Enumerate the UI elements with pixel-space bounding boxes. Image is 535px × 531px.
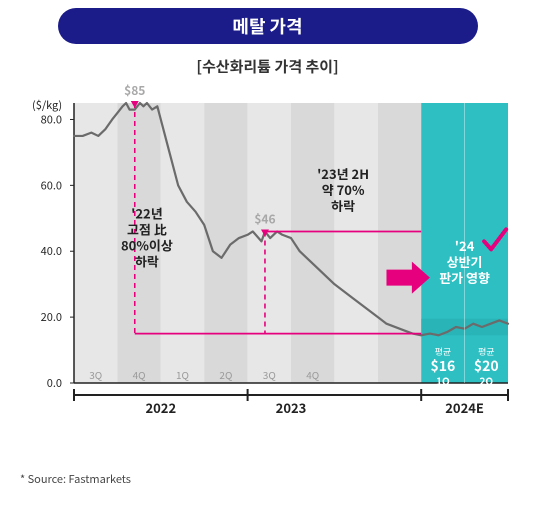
y-tick-label: 20.0 (40, 309, 61, 325)
chart-band (334, 103, 377, 383)
chart-band (247, 103, 290, 383)
quarter-label: 4Q (132, 367, 145, 382)
y-tick-label: 40.0 (40, 243, 61, 259)
page-title: 메탈 가격 (58, 8, 478, 44)
y-tick-label: 60.0 (40, 177, 61, 193)
marker-label: $85 (124, 83, 145, 99)
chart-subtitle: [수산화리튬 가격 추이] (0, 56, 535, 77)
annotation-text: 하락 (331, 196, 355, 215)
chart-band (74, 103, 117, 383)
year-label: 2023 (275, 398, 306, 417)
year-label: 2022 (145, 398, 176, 417)
forecast-quarter: 1Q (436, 373, 450, 388)
quarter-label: 3Q (89, 367, 102, 382)
y-tick-label: 0.0 (46, 375, 61, 391)
annotation-text: 하락 (134, 251, 158, 270)
quarter-label: 3Q (262, 367, 275, 382)
marker-label: $46 (254, 210, 275, 227)
quarter-label: 4Q (306, 367, 319, 382)
chart-svg: 0.020.040.060.080.0($/kg)$85$46'22년고점 比8… (18, 83, 518, 463)
price-chart: 0.020.040.060.080.0($/kg)$85$46'22년고점 比8… (18, 83, 518, 463)
quarter-label: 1Q (176, 367, 189, 382)
chart-band (291, 103, 334, 383)
year-label: 2024E (445, 398, 484, 417)
forecast-quarter: 2Q (479, 373, 493, 388)
y-axis-label: ($/kg) (32, 97, 62, 113)
chart-band (377, 103, 420, 383)
chart-source: * Source: Fastmarkets (20, 471, 535, 487)
y-tick-label: 80.0 (40, 111, 61, 127)
quarter-label: 2Q (219, 367, 232, 382)
